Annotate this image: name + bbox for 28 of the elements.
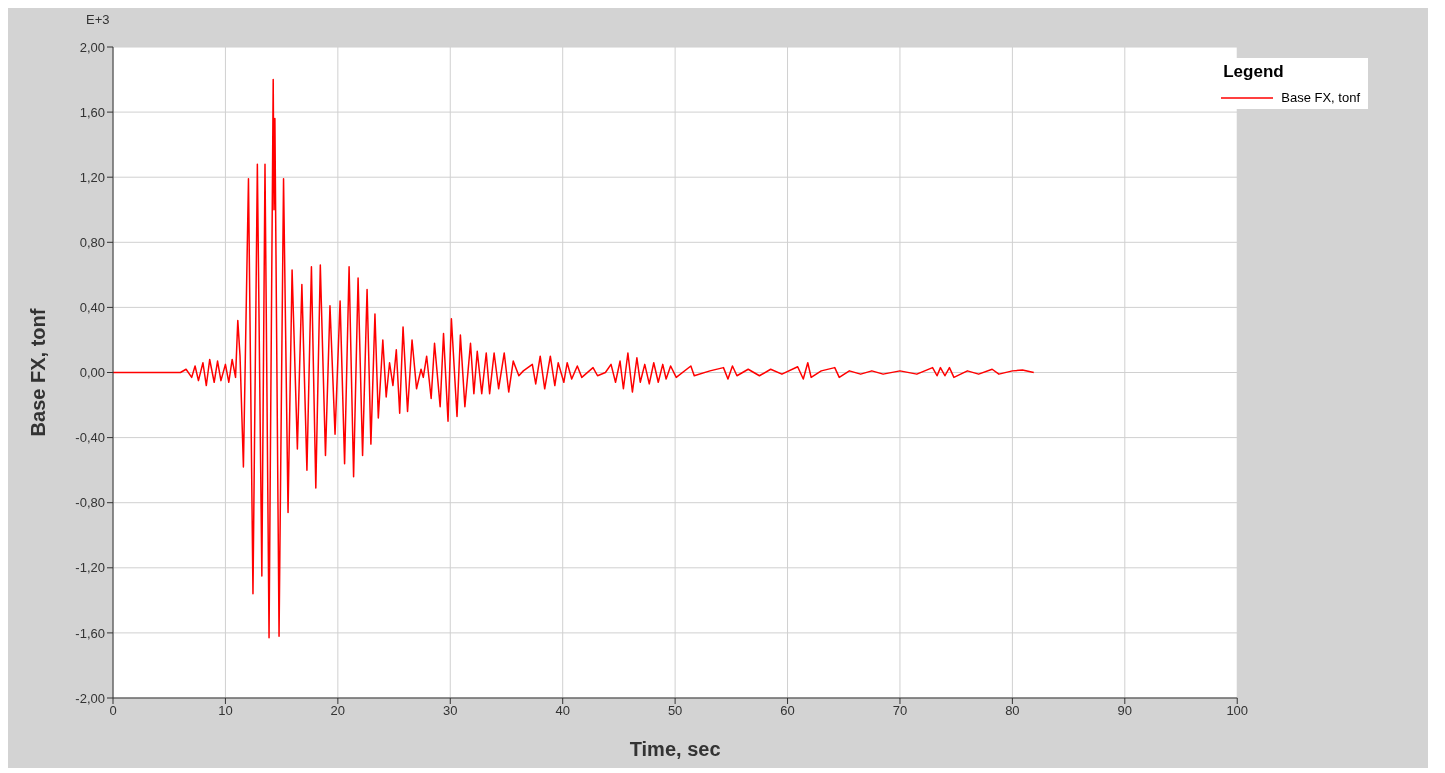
x-tick-label: 0 [109,703,117,719]
line-series [113,78,1035,639]
x-axis-title: Time, sec [629,738,721,760]
y-axis-title: Base FX, tonf [27,308,50,437]
legend-title: Legend [1223,62,1285,82]
y-tick-label: 0,80 [79,234,105,250]
y-tick-label: -1,60 [75,625,105,641]
x-tick-label: 40 [555,703,570,719]
x-tick-label: 100 [1226,703,1249,719]
y-tick-label: 0,00 [79,365,105,381]
y-tick-label: 1,60 [79,104,105,120]
y-tick-label: -0,80 [75,495,105,511]
y-tick-label: 0,40 [79,300,105,316]
x-tick-label: 60 [780,703,795,719]
y-tick-label: -0,40 [75,430,105,446]
legend-label: Base FX, tonf [1281,90,1360,105]
x-tick-label: 70 [892,703,908,719]
y-tick-label: -2,00 [75,690,105,706]
x-tick-label: 50 [667,703,683,719]
x-tick-label: 30 [443,703,458,719]
x-tick-label: 80 [1005,703,1020,719]
x-tick-label: 10 [218,703,233,719]
y-tick-label: 1,20 [79,169,105,185]
text: E+3 [86,12,110,27]
y-tick-label: 2,00 [79,39,105,55]
y-tick-label: -1,20 [75,560,105,576]
x-tick-label: 90 [1117,703,1133,719]
x-tick-label: 20 [330,703,346,719]
